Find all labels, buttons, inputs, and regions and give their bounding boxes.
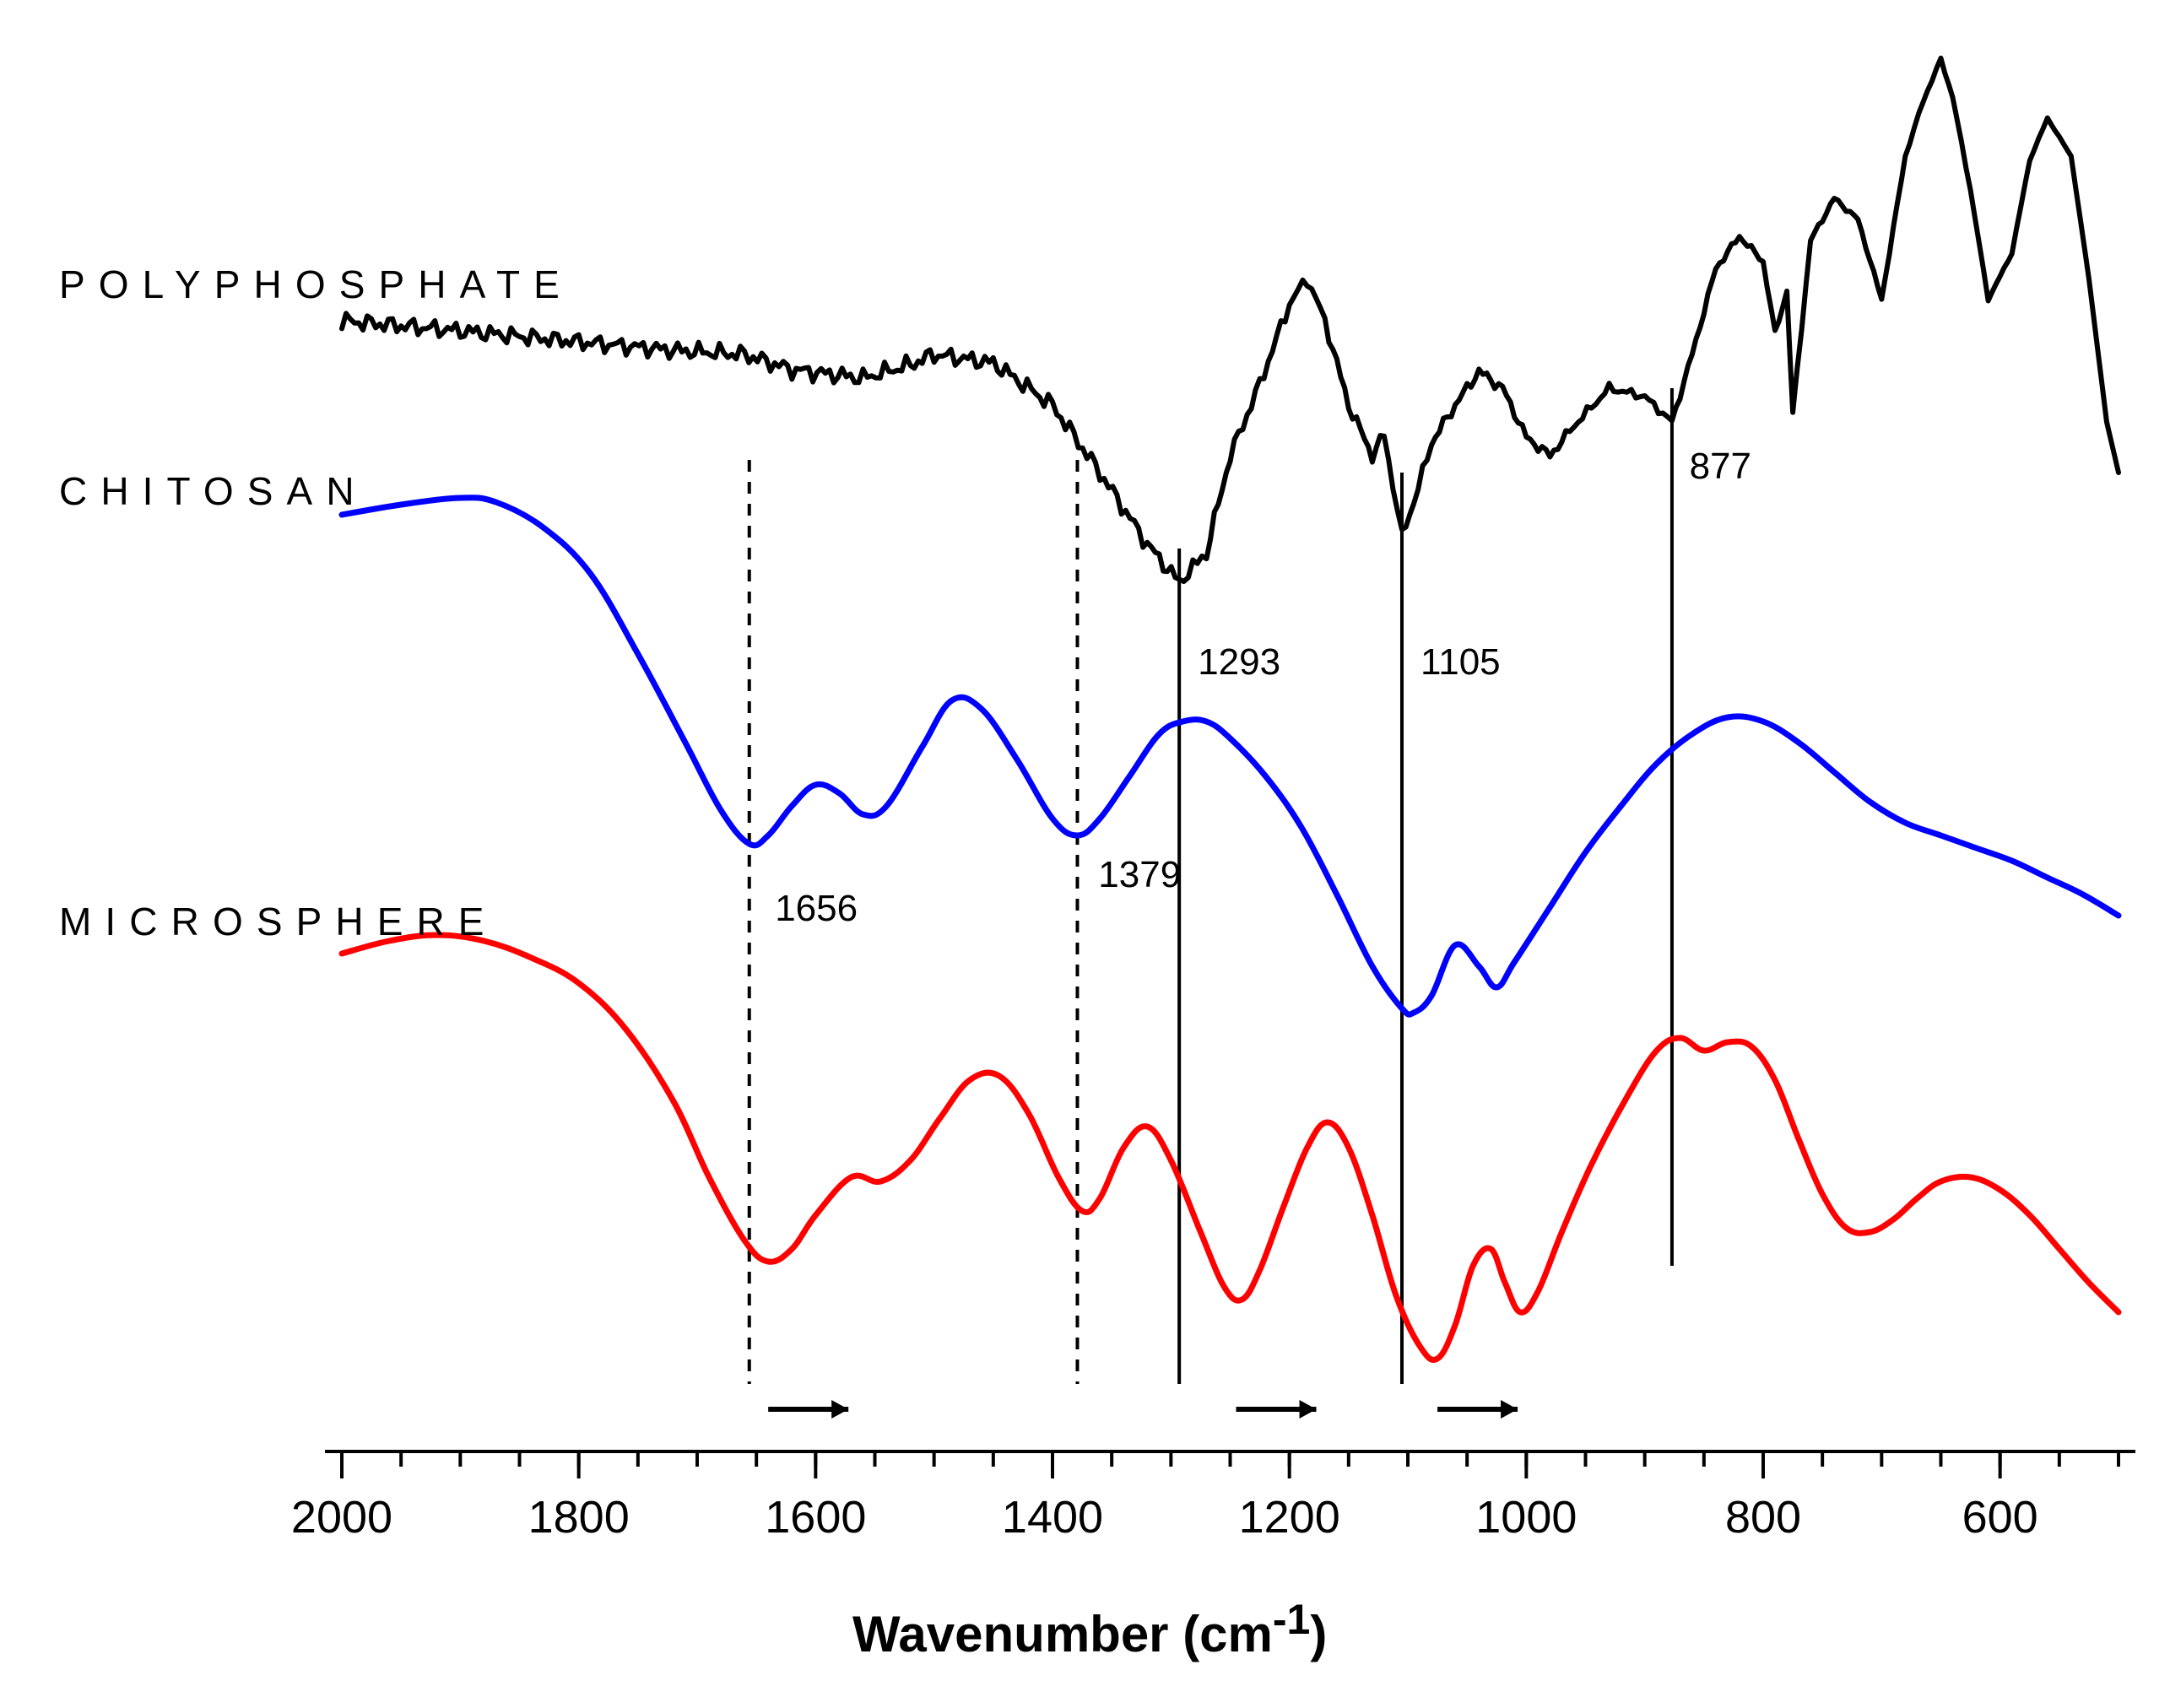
shift-arrow-icon <box>831 1400 848 1419</box>
shift-arrow-icon <box>1501 1400 1518 1419</box>
x-tick-label: 600 <box>1962 1492 2038 1543</box>
series-chitosan <box>342 498 2119 1015</box>
x-tick-label: 800 <box>1725 1492 1801 1543</box>
peak-label: 1293 <box>1198 641 1280 684</box>
x-tick-label: 1400 <box>1002 1492 1103 1543</box>
series-label-polyphosphate: POLYPHOSPHATE <box>59 262 573 307</box>
ftir-chart: 2000 1800 1600 1400 1200 1000 800 600 POLYPHOSP… <box>0 0 2170 1708</box>
x-axis-label: Wavenumber (cm-1) <box>852 1595 1327 1663</box>
series-label-microsphere: MICROSPHERE <box>59 899 498 944</box>
x-tick-label: 1000 <box>1475 1492 1577 1543</box>
x-tick-label: 1600 <box>765 1492 866 1543</box>
peak-label: 1379 <box>1098 854 1181 896</box>
series-polyphosphate <box>342 58 2119 581</box>
x-tick-label: 2000 <box>291 1492 392 1543</box>
peak-label: 877 <box>1690 446 1751 488</box>
x-tick-label: 1200 <box>1239 1492 1340 1543</box>
series-label-chitosan: CHITOSAN <box>59 468 368 514</box>
x-tick-label: 1800 <box>528 1492 630 1543</box>
plot-svg: 2000 1800 1600 1400 1200 1000 800 600 <box>0 0 2170 1708</box>
shift-arrow-icon <box>1300 1400 1317 1419</box>
series-microsphere <box>342 935 2119 1359</box>
peak-label: 1105 <box>1421 641 1501 684</box>
peak-label: 1656 <box>775 888 858 930</box>
